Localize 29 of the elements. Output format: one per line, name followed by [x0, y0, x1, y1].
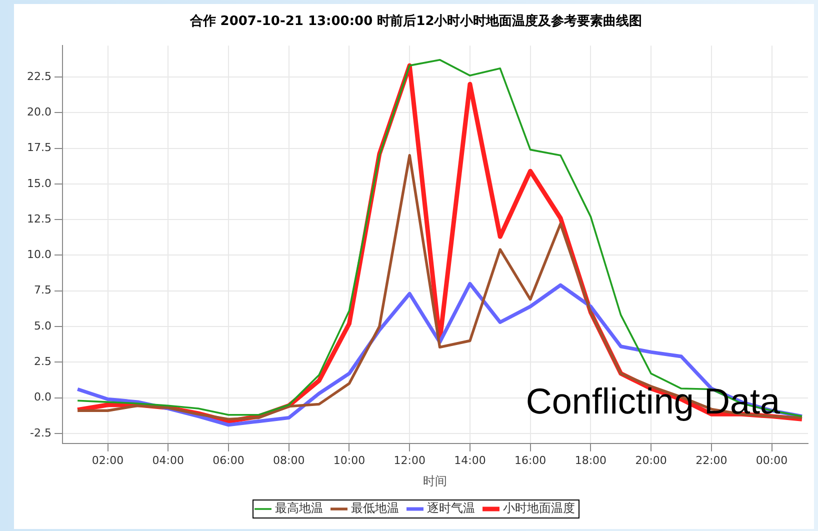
- y-tick-label: 22.5: [26, 70, 52, 83]
- x-tick-label: 06:00: [212, 454, 244, 467]
- y-tick-label: 5.0: [34, 319, 52, 332]
- y-tick-label: 7.5: [34, 284, 52, 297]
- x-tick-label: 04:00: [152, 454, 184, 467]
- x-tick-label: 08:00: [273, 454, 305, 467]
- chart-title: 合作 2007-10-21 13:00:00 时前后12小时小时地面温度及参考要素曲线图: [188, 13, 642, 30]
- x-tick-label: 10:00: [333, 454, 366, 467]
- y-tick-label: 2.5: [34, 354, 52, 368]
- legend-label: 小时地面温度: [503, 501, 575, 516]
- y-tick-label: 10.0: [26, 248, 52, 262]
- y-tick-label: 12.5: [26, 212, 52, 226]
- legend-label: 逐时气温: [427, 501, 475, 516]
- x-tick-label: 20:00: [635, 454, 667, 467]
- x-axis-title: 时间: [423, 474, 448, 488]
- x-tick-label: 02:00: [92, 454, 124, 467]
- y-tick-label: -2.5: [30, 426, 52, 440]
- y-tick-label: 0.0: [34, 390, 52, 404]
- x-tick-label: 14:00: [454, 454, 486, 467]
- x-tick-label: 00:00: [756, 454, 788, 467]
- y-tick-label: 20.0: [26, 105, 52, 118]
- legend-label: 最低地温: [351, 501, 399, 516]
- y-tick-label: 15.0: [26, 176, 52, 190]
- x-tick-label: 22:00: [696, 454, 728, 467]
- y-tick-label: 17.5: [26, 141, 52, 154]
- x-tick-label: 18:00: [574, 454, 607, 467]
- x-tick-label: 16:00: [514, 454, 546, 467]
- x-tick-label: 12:00: [394, 454, 426, 467]
- legend-label: 最高地温: [275, 501, 323, 516]
